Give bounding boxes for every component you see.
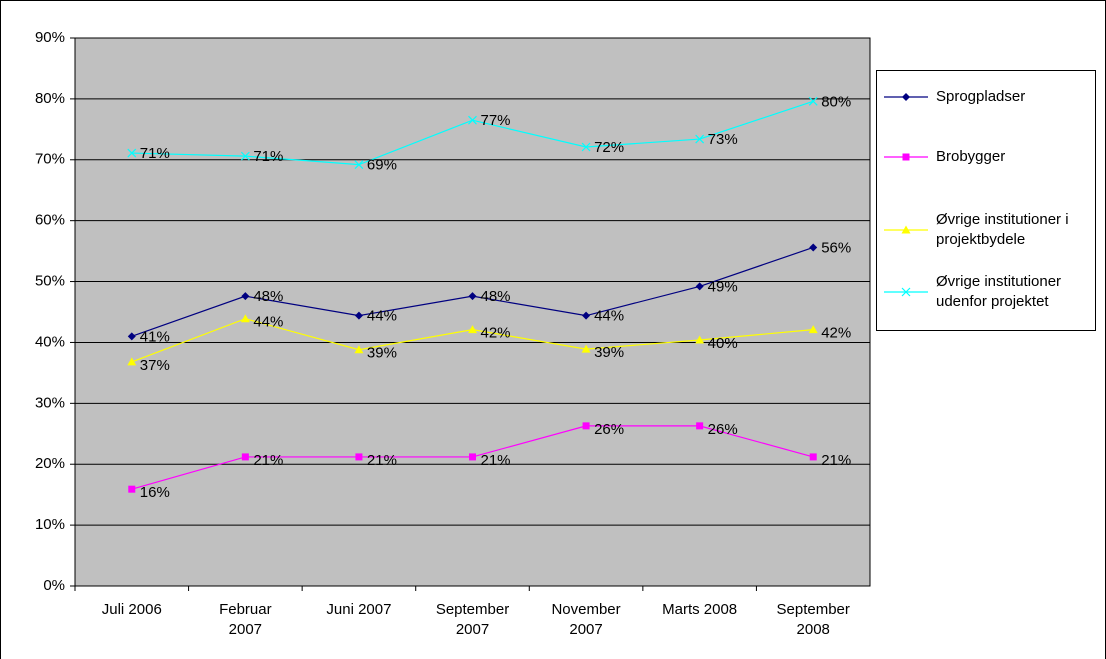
- x-tick-label: November 2007: [551, 601, 621, 638]
- x-tick-label: September 2008: [776, 601, 850, 638]
- marker: [241, 453, 249, 461]
- data-label: 44%: [253, 314, 283, 331]
- data-label: 72%: [594, 139, 624, 156]
- marker: [128, 485, 136, 493]
- marker: [902, 93, 910, 101]
- x-tick-label: Juli 2006: [101, 601, 162, 618]
- data-label: 42%: [821, 325, 851, 342]
- y-tick-label: 50%: [35, 273, 65, 290]
- y-tick-label: 20%: [35, 455, 65, 472]
- marker: [809, 453, 817, 461]
- data-label: 39%: [367, 345, 397, 362]
- data-label: 80%: [821, 93, 851, 110]
- data-label: 16%: [140, 484, 170, 501]
- marker: [901, 287, 911, 297]
- data-label: 37%: [140, 357, 170, 374]
- y-tick-label: 70%: [35, 151, 65, 168]
- data-label: 42%: [481, 325, 511, 342]
- data-label: 77%: [481, 112, 511, 129]
- data-label: 21%: [481, 452, 511, 469]
- data-label: 21%: [367, 452, 397, 469]
- marker: [695, 335, 705, 344]
- marker: [354, 160, 364, 170]
- x-tick-label: Marts 2008: [662, 601, 738, 618]
- marker: [808, 325, 818, 334]
- marker: [582, 311, 591, 320]
- data-label: 21%: [253, 452, 283, 469]
- data-label: 26%: [708, 421, 738, 438]
- marker: [695, 282, 704, 291]
- data-label: 39%: [594, 344, 624, 361]
- marker: [469, 453, 476, 461]
- y-tick-label: 30%: [35, 394, 65, 411]
- marker: [241, 292, 250, 301]
- marker: [468, 325, 477, 334]
- marker: [581, 142, 591, 152]
- data-label: 73%: [708, 131, 738, 148]
- marker: [355, 453, 363, 461]
- marker: [902, 153, 910, 161]
- marker: [240, 314, 250, 323]
- marker: [581, 344, 591, 353]
- legend-label: Brobygger: [936, 148, 1006, 165]
- data-label: 44%: [367, 308, 397, 325]
- marker: [127, 332, 136, 341]
- y-tick-label: 0%: [43, 577, 65, 594]
- x-tick-label: September 2007: [435, 601, 510, 638]
- data-label: 26%: [594, 421, 624, 438]
- marker: [468, 115, 477, 125]
- y-tick-label: 40%: [35, 333, 65, 350]
- data-label: 48%: [253, 288, 283, 305]
- y-tick-label: 60%: [35, 212, 65, 229]
- marker: [354, 311, 363, 320]
- data-label: 48%: [481, 288, 511, 305]
- data-label: 71%: [253, 148, 283, 165]
- y-tick-label: 80%: [35, 90, 65, 107]
- marker: [808, 96, 818, 106]
- y-tick-label: 90%: [35, 29, 65, 46]
- legend-label: Øvrige institutioner i projektbydele: [936, 211, 1069, 248]
- legend-box: [876, 70, 1096, 331]
- marker: [127, 148, 137, 158]
- marker: [468, 292, 477, 301]
- data-label: 49%: [708, 278, 738, 295]
- marker: [809, 243, 818, 252]
- x-tick-label: Juni 2007: [326, 601, 392, 618]
- y-tick-label: 10%: [35, 516, 65, 533]
- legend-label: Sprogpladser: [936, 88, 1026, 105]
- data-label: 21%: [821, 452, 851, 469]
- marker: [582, 422, 590, 430]
- data-label: 41%: [140, 328, 170, 345]
- marker: [901, 225, 911, 234]
- data-label: 69%: [367, 157, 397, 174]
- marker: [127, 357, 137, 366]
- data-label: 44%: [594, 308, 624, 325]
- x-tick-label: Februar 2007: [219, 601, 272, 638]
- marker: [240, 151, 250, 161]
- data-label: 71%: [140, 145, 170, 162]
- data-label: 56%: [821, 239, 851, 256]
- legend-label: Øvrige institutioner udenfor projektet: [936, 273, 1062, 310]
- marker: [695, 134, 705, 144]
- data-label: 40%: [708, 335, 738, 352]
- marker: [696, 422, 704, 430]
- marker: [354, 345, 364, 354]
